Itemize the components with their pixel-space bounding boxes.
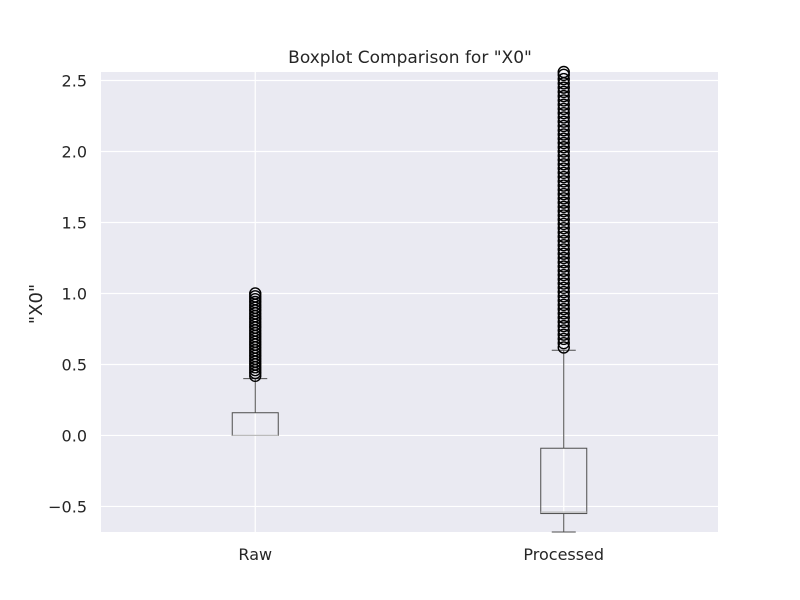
outlier-point <box>557 273 570 286</box>
outlier-point <box>557 226 570 239</box>
outlier-point <box>557 302 570 316</box>
outlier-point <box>557 281 570 295</box>
outlier-point <box>557 132 570 145</box>
outlier-point <box>557 243 570 256</box>
y-axis-label: "X0" <box>26 284 47 324</box>
y-tick-label: 2.0 <box>62 143 87 162</box>
outlier-point <box>557 260 570 273</box>
boxes-layer <box>231 65 588 533</box>
outlier-point <box>557 170 570 184</box>
outlier-point <box>557 307 570 320</box>
outlier-point <box>557 213 570 226</box>
outlier-point <box>557 239 570 252</box>
outlier-point <box>557 102 570 116</box>
outlier-point <box>557 65 570 79</box>
outlier-point <box>557 196 570 209</box>
outlier-point <box>557 234 570 248</box>
y-tick-label: 2.5 <box>62 72 87 91</box>
iqr-box <box>540 447 588 515</box>
outlier-point <box>557 204 570 218</box>
outlier-point <box>557 85 570 99</box>
outlier-point <box>557 268 570 282</box>
outlier-point <box>557 251 570 265</box>
outlier-point <box>557 336 570 350</box>
outlier-point <box>557 183 570 197</box>
chart-title: Boxplot Comparison for "X0" <box>288 48 532 68</box>
outlier-point <box>557 141 570 154</box>
outlier-point <box>557 217 570 231</box>
outlier-point <box>557 106 570 120</box>
outlier-point <box>557 200 570 214</box>
box-group-raw <box>231 287 279 437</box>
outlier-point <box>557 264 570 277</box>
outlier-point <box>557 158 570 171</box>
outlier-point <box>557 128 570 141</box>
outlier-point <box>557 187 570 201</box>
outlier-point <box>557 298 570 312</box>
outlier-point <box>557 72 570 86</box>
outlier-point <box>557 89 570 103</box>
outlier-point <box>557 290 570 303</box>
outlier-point <box>557 115 570 128</box>
outlier-point <box>557 81 570 94</box>
y-tick-label: 0.0 <box>62 426 87 445</box>
ticks-layer: −0.5 0.0 0.5 1.0 1.5 2.0 2.5 Raw Processed <box>48 72 604 564</box>
outlier-point <box>557 315 570 329</box>
outlier-point <box>557 230 570 243</box>
outlier-point <box>557 111 570 124</box>
outlier-point <box>557 294 570 307</box>
outlier-point <box>557 328 570 341</box>
outlier-point <box>557 162 570 175</box>
outlier-point <box>249 287 262 300</box>
box-group-processed <box>540 65 588 533</box>
outlier-point <box>557 166 570 180</box>
outlier-point <box>557 136 570 150</box>
outlier-point <box>557 332 570 346</box>
outlier-point <box>557 192 570 205</box>
outlier-point <box>557 311 570 324</box>
outlier-point <box>557 94 570 107</box>
outlier-point <box>557 221 570 235</box>
x-tick-label: Raw <box>238 545 272 564</box>
y-tick-label: −0.5 <box>48 497 87 516</box>
y-tick-label: 1.0 <box>62 284 87 303</box>
outlier-point <box>557 277 570 290</box>
plot-area-background <box>101 72 718 532</box>
outlier-point <box>557 145 570 158</box>
outlier-point <box>557 324 570 337</box>
outlier-point <box>557 285 570 299</box>
outlier-point <box>557 209 570 222</box>
outlier-point <box>557 119 570 133</box>
outlier-point <box>557 179 570 192</box>
y-tick-label: 0.5 <box>62 355 87 374</box>
outlier-point <box>557 153 570 167</box>
outlier-point <box>557 149 570 162</box>
outlier-point <box>557 124 570 137</box>
outlier-point <box>557 98 570 111</box>
outlier-point <box>557 319 570 333</box>
outlier-point <box>557 247 570 260</box>
outlier-point <box>557 341 570 354</box>
outlier-point <box>557 175 570 188</box>
y-tick-label: 1.5 <box>62 213 87 232</box>
x-tick-label: Processed <box>523 545 604 564</box>
outlier-point <box>557 256 570 269</box>
